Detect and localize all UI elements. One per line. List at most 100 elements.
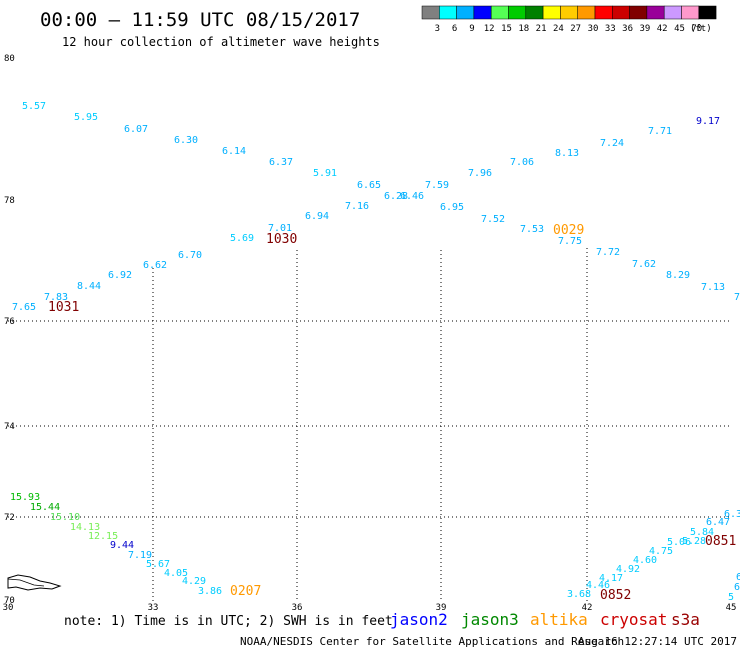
scale-label: 18 — [518, 24, 529, 34]
swh-reading: 7.52 — [481, 214, 505, 225]
scale-swatch — [612, 5, 630, 20]
swh-reading: 6.28 — [384, 191, 408, 202]
swh-reading: 5.06 — [667, 537, 691, 548]
footer-note: note: 1) Time is in UTC; 2) SWH is in fe… — [64, 614, 393, 629]
lon-label: 33 — [148, 603, 159, 613]
scale-swatch — [646, 5, 665, 20]
lon-label: 42 — [582, 603, 593, 613]
swh-reading: 6.37 — [269, 157, 293, 168]
swh-reading: 9.17 — [696, 116, 720, 127]
scale-label: 9 — [469, 24, 474, 34]
swh-reading: 6.92 — [108, 270, 132, 281]
swh-reading: 6 — [736, 572, 740, 583]
scale-label: 36 — [622, 24, 633, 34]
lon-label: 30 — [3, 603, 14, 613]
swh-reading: 6.95 — [440, 202, 464, 213]
swh-reading: 6.46 — [400, 191, 424, 202]
scale-swatch — [490, 5, 509, 20]
satellite-legend-altika: altika — [530, 610, 588, 629]
lon-label: 45 — [726, 603, 737, 613]
scale-swatch — [473, 5, 492, 20]
swh-reading: 4.17 — [599, 573, 623, 584]
scale-label: 15 — [501, 24, 512, 34]
pass-time-label: 1030 — [266, 232, 297, 247]
scale-label: 21 — [536, 24, 547, 34]
pass-time-labels: 1030 1031 0029 0207 0852 0851 — [48, 223, 736, 603]
swh-reading: 7.24 — [600, 138, 624, 149]
swh-reading: 5 — [728, 592, 734, 603]
wave-height-readings: 5.575.956.076.306.146.375.916.656.286.46… — [10, 101, 740, 603]
pass-time-label: 0851 — [705, 534, 736, 549]
swh-reading: 15.93 — [10, 492, 40, 503]
swh-reading: 4.46 — [586, 580, 610, 591]
swh-reading: 6 — [734, 582, 740, 593]
scale-label: 70 — [691, 24, 702, 34]
lat-label: 80 — [4, 54, 15, 64]
scale-swatch — [663, 5, 682, 20]
swh-reading: 7.01 — [268, 223, 292, 234]
swh-reading: 6.3 — [724, 509, 740, 520]
swh-reading: 7.13 — [701, 282, 725, 293]
lat-label: 70 — [4, 596, 15, 606]
swh-reading: 4.05 — [164, 568, 188, 579]
swh-reading: 6.47 — [706, 517, 730, 528]
satellite-legend-cryosat: cryosat — [600, 610, 667, 629]
map-subtitle: 12 hour collection of altimeter wave hei… — [62, 35, 380, 49]
scale-label: 27 — [570, 24, 581, 34]
swh-reading: 7.59 — [425, 180, 449, 191]
scale-label: 30 — [588, 24, 599, 34]
swh-reading: 6.70 — [178, 250, 202, 261]
scale-label: 42 — [657, 24, 668, 34]
scale-swatch — [681, 5, 700, 20]
footer-timestamp: Aug 16 12:27:14 UTC 2017 — [578, 635, 737, 648]
swh-reading: 8.13 — [555, 148, 579, 159]
pass-time-label: 0852 — [600, 588, 631, 603]
swh-reading: 15.10 — [50, 512, 80, 523]
swh-reading: 6.30 — [174, 135, 198, 146]
scale-label: 12 — [484, 24, 495, 34]
lat-label: 78 — [4, 196, 15, 206]
scale-label: 33 — [605, 24, 616, 34]
lat-label: 72 — [4, 513, 15, 523]
scale-swatch — [594, 5, 613, 20]
pass-time-label: 1031 — [48, 300, 79, 315]
swh-reading: 7.62 — [632, 259, 656, 270]
scale-swatch — [439, 5, 457, 20]
swh-reading: 7 — [734, 292, 740, 303]
scale-swatch — [421, 5, 440, 20]
scale-label: 6 — [452, 24, 457, 34]
swh-reading: 7.71 — [648, 126, 672, 137]
swh-reading: 7.19 — [128, 550, 152, 561]
map-title: 00:00 – 11:59 UTC 08/15/2017 — [40, 9, 360, 31]
lat-label: 76 — [4, 317, 15, 327]
lat-label: 74 — [4, 422, 15, 432]
satellite-legend: jason2 jason3 altika cryosat s3a — [390, 610, 700, 629]
swh-reading: 4.92 — [616, 564, 640, 575]
color-scale-legend: 3 6 9 12 15 18 21 24 27 30 33 36 39 42 45 70(ft) — [421, 5, 717, 34]
swh-reading: 7.75 — [558, 236, 582, 247]
coastline — [7, 574, 62, 591]
scale-swatch — [560, 5, 578, 20]
swh-reading: 7.16 — [345, 201, 369, 212]
swh-reading: 7.72 — [596, 247, 620, 258]
scale-swatch — [577, 5, 596, 20]
swh-reading: 15.44 — [30, 502, 60, 513]
swh-reading: 14.13 — [70, 522, 100, 533]
swh-reading: 7.65 — [12, 302, 36, 313]
swh-reading: 7.83 — [44, 292, 68, 303]
swh-reading: 5.69 — [230, 233, 254, 244]
swh-reading: 12.15 — [88, 531, 118, 542]
swh-reading: 4.60 — [633, 555, 657, 566]
satellite-legend-jason2: jason2 — [390, 610, 448, 629]
swh-reading: 6.62 — [143, 260, 167, 271]
scale-label: 45 — [674, 24, 685, 34]
scale-swatch — [525, 5, 544, 20]
swh-reading: 5.95 — [74, 112, 98, 123]
pass-time-label: 0029 — [553, 223, 584, 238]
satellite-legend-jason3: jason3 — [461, 610, 519, 629]
scale-swatch — [698, 5, 717, 20]
scale-label: 39 — [639, 24, 650, 34]
scale-swatch — [542, 5, 561, 20]
scale-swatch — [456, 5, 475, 20]
